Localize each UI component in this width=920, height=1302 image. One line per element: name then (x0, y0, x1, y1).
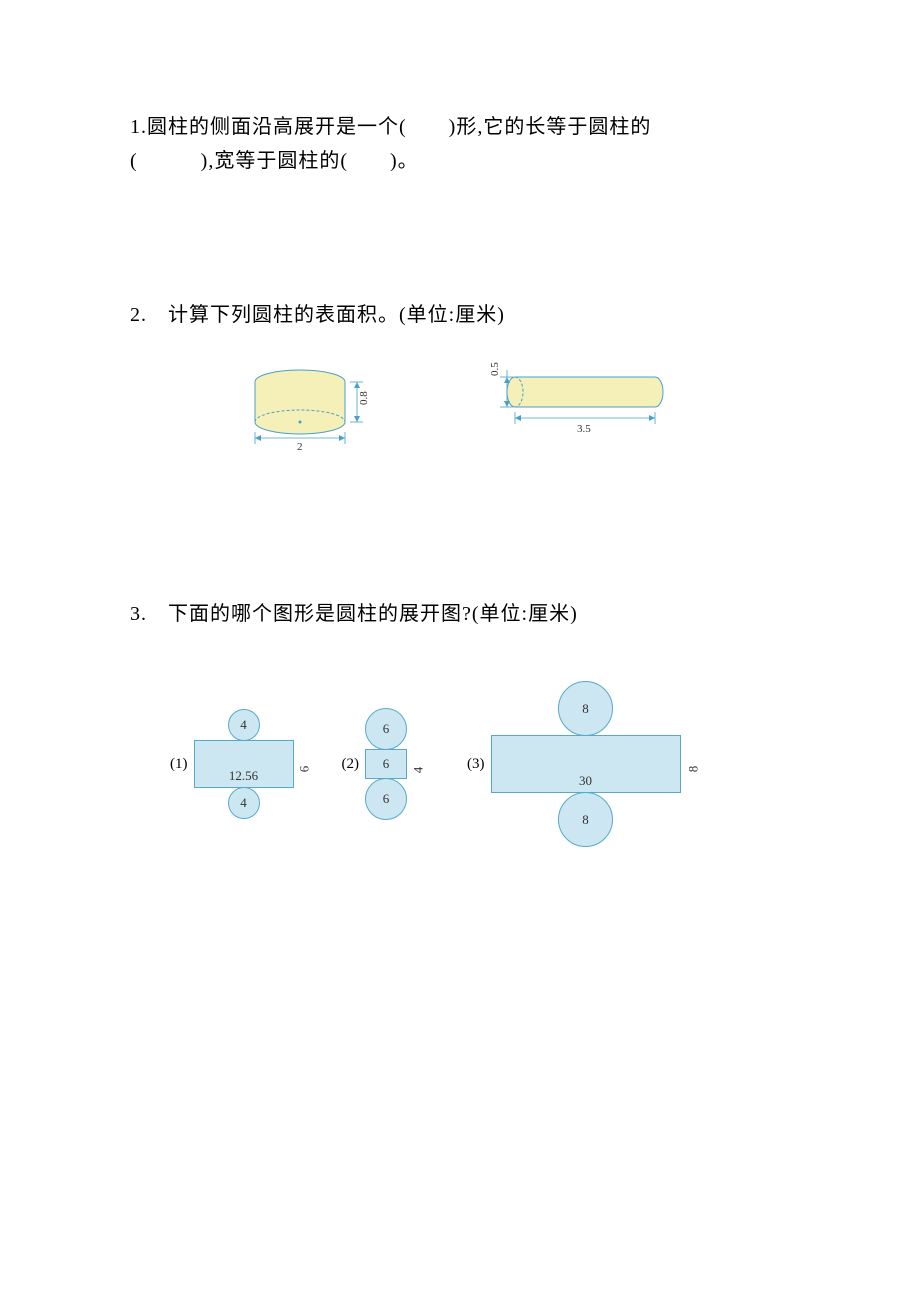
net-1-top-circle: 4 (228, 709, 260, 741)
net-1-top-value: 4 (240, 717, 247, 733)
cylinder-upright-svg: 0.8 2 (245, 362, 395, 452)
net-3-group: (3) 8 30 8 8 (467, 681, 681, 847)
net-3-bottom-value: 8 (582, 812, 589, 828)
net-2-bottom-circle: 6 (365, 778, 407, 820)
cyl2-length-label: 3.5 (577, 423, 591, 435)
net-3-top-value: 8 (582, 701, 589, 717)
cyl1-height-label: 0.8 (358, 391, 370, 405)
net-3-label: (3) (467, 756, 485, 773)
net-2-top-value: 6 (383, 721, 390, 737)
net-2-top-circle: 6 (365, 708, 407, 750)
net-1-label: (1) (170, 756, 188, 773)
net-1-rect: 12.56 (194, 740, 294, 788)
net-1-group: (1) 4 12.56 4 6 (170, 709, 294, 819)
net-3: 8 30 8 8 (491, 681, 681, 847)
question-3-figures: (1) 4 12.56 4 6 (2) 6 (130, 681, 800, 847)
net-3-rect: 30 (491, 735, 681, 793)
q2-text: 2. 计算下列圆柱的表面积。(单位:厘米) (130, 304, 505, 326)
cylinder-horizontal-svg: 0.5 3.5 (485, 362, 685, 442)
net-2-bottom-value: 6 (383, 791, 390, 807)
net-1-bottom-circle: 4 (228, 787, 260, 819)
cylinder-horizontal: 0.5 3.5 (485, 362, 685, 457)
cyl2-diameter-label: 0.5 (489, 362, 501, 376)
net-3-rect-value: 30 (579, 773, 592, 789)
q3-text: 3. 下面的哪个图形是圆柱的展开图?(单位:厘米) (130, 603, 578, 625)
q1-line2: ( ),宽等于圆柱的( )。 (130, 144, 800, 178)
net-1-side-label: 6 (296, 766, 312, 773)
net-2-rect: 6 (365, 749, 407, 779)
net-2-label: (2) (342, 756, 360, 773)
net-2-group: (2) 6 6 6 4 (342, 708, 408, 820)
net-3-bottom-circle: 8 (558, 792, 613, 847)
net-3-top-circle: 8 (558, 681, 613, 736)
net-1-rect-value: 12.56 (229, 768, 258, 784)
question-3-text: 3. 下面的哪个图形是圆柱的展开图?(单位:厘米) (130, 597, 800, 631)
net-1-bottom-value: 4 (240, 795, 247, 811)
question-1: 1.圆柱的侧面沿高展开是一个( )形,它的长等于圆柱的 ( ),宽等于圆柱的( … (130, 110, 800, 178)
question-2-text: 2. 计算下列圆柱的表面积。(单位:厘米) (130, 298, 800, 332)
net-2-side-label: 4 (410, 767, 426, 774)
net-2-rect-value: 6 (383, 756, 390, 772)
net-3-side-label: 8 (685, 766, 701, 773)
worksheet-page: 1.圆柱的侧面沿高展开是一个( )形,它的长等于圆柱的 ( ),宽等于圆柱的( … (0, 0, 920, 847)
q1-line1: 1.圆柱的侧面沿高展开是一个( )形,它的长等于圆柱的 (130, 110, 800, 144)
cylinder-upright: 0.8 2 (245, 362, 395, 457)
cyl1-diameter-label: 2 (297, 441, 303, 452)
net-1: 4 12.56 4 6 (194, 709, 294, 819)
question-2-figures: 0.8 2 (130, 362, 800, 457)
net-2: 6 6 6 4 (365, 708, 407, 820)
